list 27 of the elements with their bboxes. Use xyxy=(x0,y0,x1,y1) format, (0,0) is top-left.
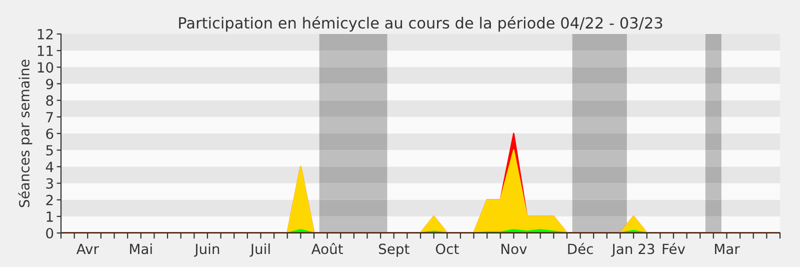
x-tick-label: Fév xyxy=(662,242,686,254)
x-tick-label: Déc xyxy=(568,242,593,254)
y-axis-title: Séances par semaine xyxy=(18,60,32,208)
x-tick-label: Mar xyxy=(715,244,740,254)
y-tick-label: 9 xyxy=(46,78,54,90)
x-tick-label: Août xyxy=(311,242,343,254)
y-tick-label: 0 xyxy=(46,228,54,238)
chart-title: Participation en hémicycle au cours de la période 04/22 - 03/23 xyxy=(179,16,662,32)
x-tick-label: Avr xyxy=(76,244,99,254)
y-tick-label: 6 xyxy=(46,128,54,139)
y-tick-label: 12 xyxy=(38,28,53,40)
y-tick-label: 10 xyxy=(38,62,54,73)
x-tick-label: Sept xyxy=(378,244,410,257)
y-tick-label: 1 xyxy=(46,212,53,222)
y-tick-label: 4 xyxy=(46,162,54,172)
y-tick-label: 11 xyxy=(38,46,53,56)
x-tick-label: Mai xyxy=(130,243,152,254)
x-tick-label: Oct xyxy=(436,244,459,254)
y-tick-label: 3 xyxy=(46,178,53,189)
y-tick-label: 7 xyxy=(46,112,53,122)
y-tick-label: 8 xyxy=(46,95,54,106)
x-tick-label: Juil xyxy=(250,243,270,257)
x-tick-label: Nov xyxy=(502,244,527,254)
y-tick-label: 2 xyxy=(46,194,53,206)
x-tick-label: Juin xyxy=(194,243,220,257)
y-tick-label: 5 xyxy=(46,145,53,156)
x-tick-label: Jan 23 xyxy=(611,244,654,257)
